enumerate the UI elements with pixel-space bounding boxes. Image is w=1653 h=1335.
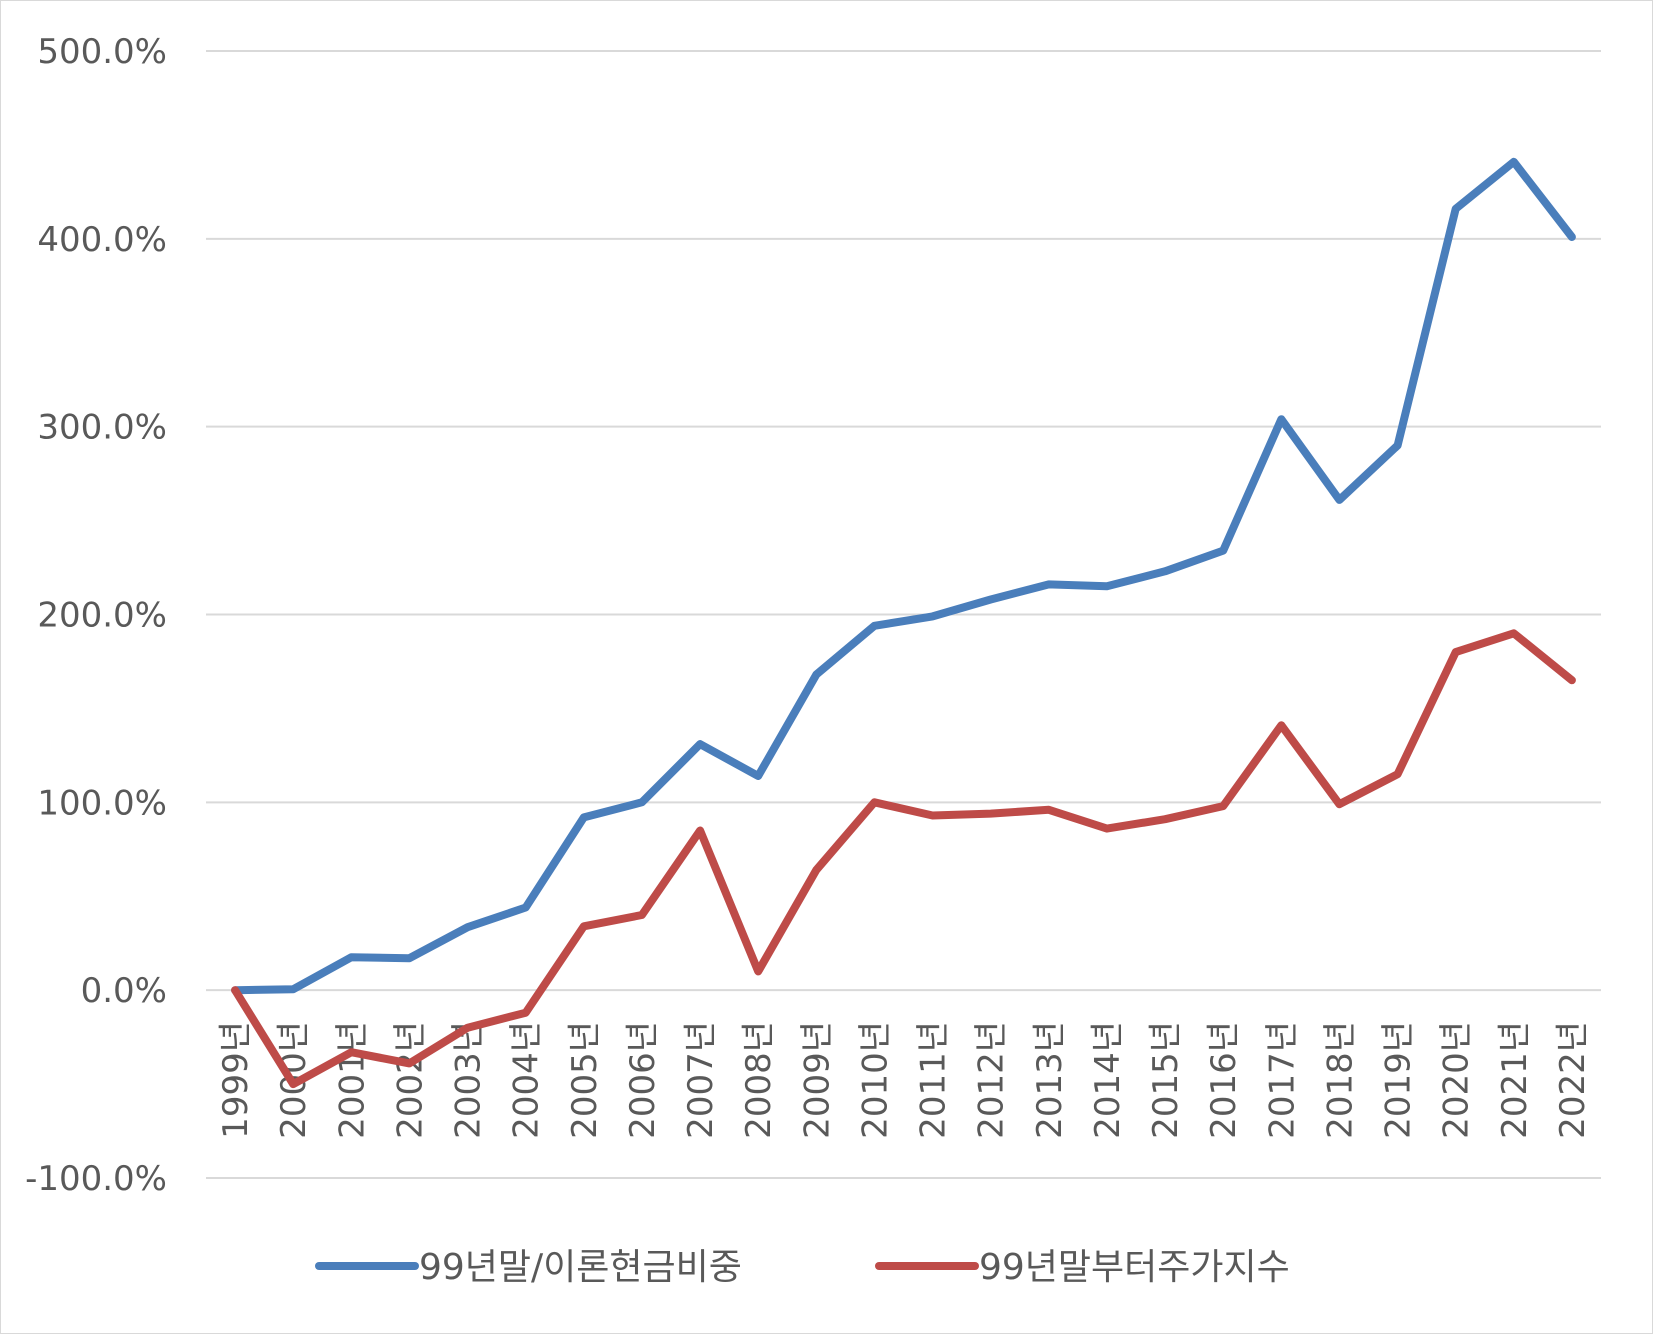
y-tick-label: 500.0% bbox=[37, 32, 167, 72]
x-tick-label: 2013년 bbox=[1030, 1021, 1070, 1139]
y-tick-label: 200.0% bbox=[37, 596, 167, 636]
x-tick-label: 2010년 bbox=[855, 1021, 895, 1139]
x-tick-label: 2019년 bbox=[1379, 1021, 1419, 1139]
legend-label: 99년말/이론현금비중 bbox=[419, 1247, 742, 1288]
x-tick-label: 2008년 bbox=[739, 1021, 779, 1139]
y-tick-label: -100.0% bbox=[25, 1159, 167, 1199]
x-tick-label: 2015년 bbox=[1146, 1021, 1186, 1139]
x-tick-label: 2001년 bbox=[332, 1021, 372, 1139]
x-tick-label: 2021년 bbox=[1495, 1021, 1535, 1139]
series-line-1 bbox=[231, 157, 1576, 995]
x-tick-label: 2017년 bbox=[1262, 1021, 1302, 1139]
x-tick-label: 2009년 bbox=[797, 1021, 837, 1139]
y-tick-label: 400.0% bbox=[37, 220, 167, 260]
x-tick-label: 2007년 bbox=[681, 1021, 721, 1139]
x-tick-label: 2006년 bbox=[623, 1021, 663, 1139]
y-tick-label: 0.0% bbox=[81, 971, 167, 1011]
x-tick-label: 2004년 bbox=[507, 1021, 547, 1139]
y-tick-label: 300.0% bbox=[37, 408, 167, 448]
gridlines bbox=[206, 50, 1601, 1179]
x-tick-label: 2016년 bbox=[1204, 1021, 1244, 1139]
x-tick-label: 1999년 bbox=[216, 1021, 256, 1139]
x-tick-label: 2003년 bbox=[449, 1021, 489, 1139]
x-axis-tick-labels: 1999년 2000년 2001년 2002년 2003년 2004년 2005년 2006년… bbox=[216, 1021, 1593, 1139]
x-tick-label: 2020년 bbox=[1437, 1021, 1477, 1139]
series-line-2 bbox=[231, 629, 1576, 1089]
x-tick-label: 2022년 bbox=[1553, 1021, 1593, 1139]
x-tick-label: 2012년 bbox=[972, 1021, 1012, 1139]
x-tick-label: 2014년 bbox=[1088, 1021, 1128, 1139]
x-tick-label: 2018년 bbox=[1320, 1021, 1360, 1139]
x-tick-label: 2002년 bbox=[390, 1021, 430, 1139]
legend-label: 99년말부터주가지수 bbox=[979, 1247, 1290, 1288]
x-tick-label: 2005년 bbox=[565, 1021, 605, 1139]
y-axis-tick-labels: 500.0% 400.0% 300.0% 200.0% 100.0% 0.0% -100.0… bbox=[25, 32, 167, 1199]
y-tick-label: 100.0% bbox=[37, 783, 167, 823]
legend: 99년말/이론현금비중 99년말부터주가지수 bbox=[315, 1247, 1290, 1288]
x-tick-label: 2011년 bbox=[914, 1021, 954, 1139]
series-lines bbox=[231, 157, 1576, 1089]
